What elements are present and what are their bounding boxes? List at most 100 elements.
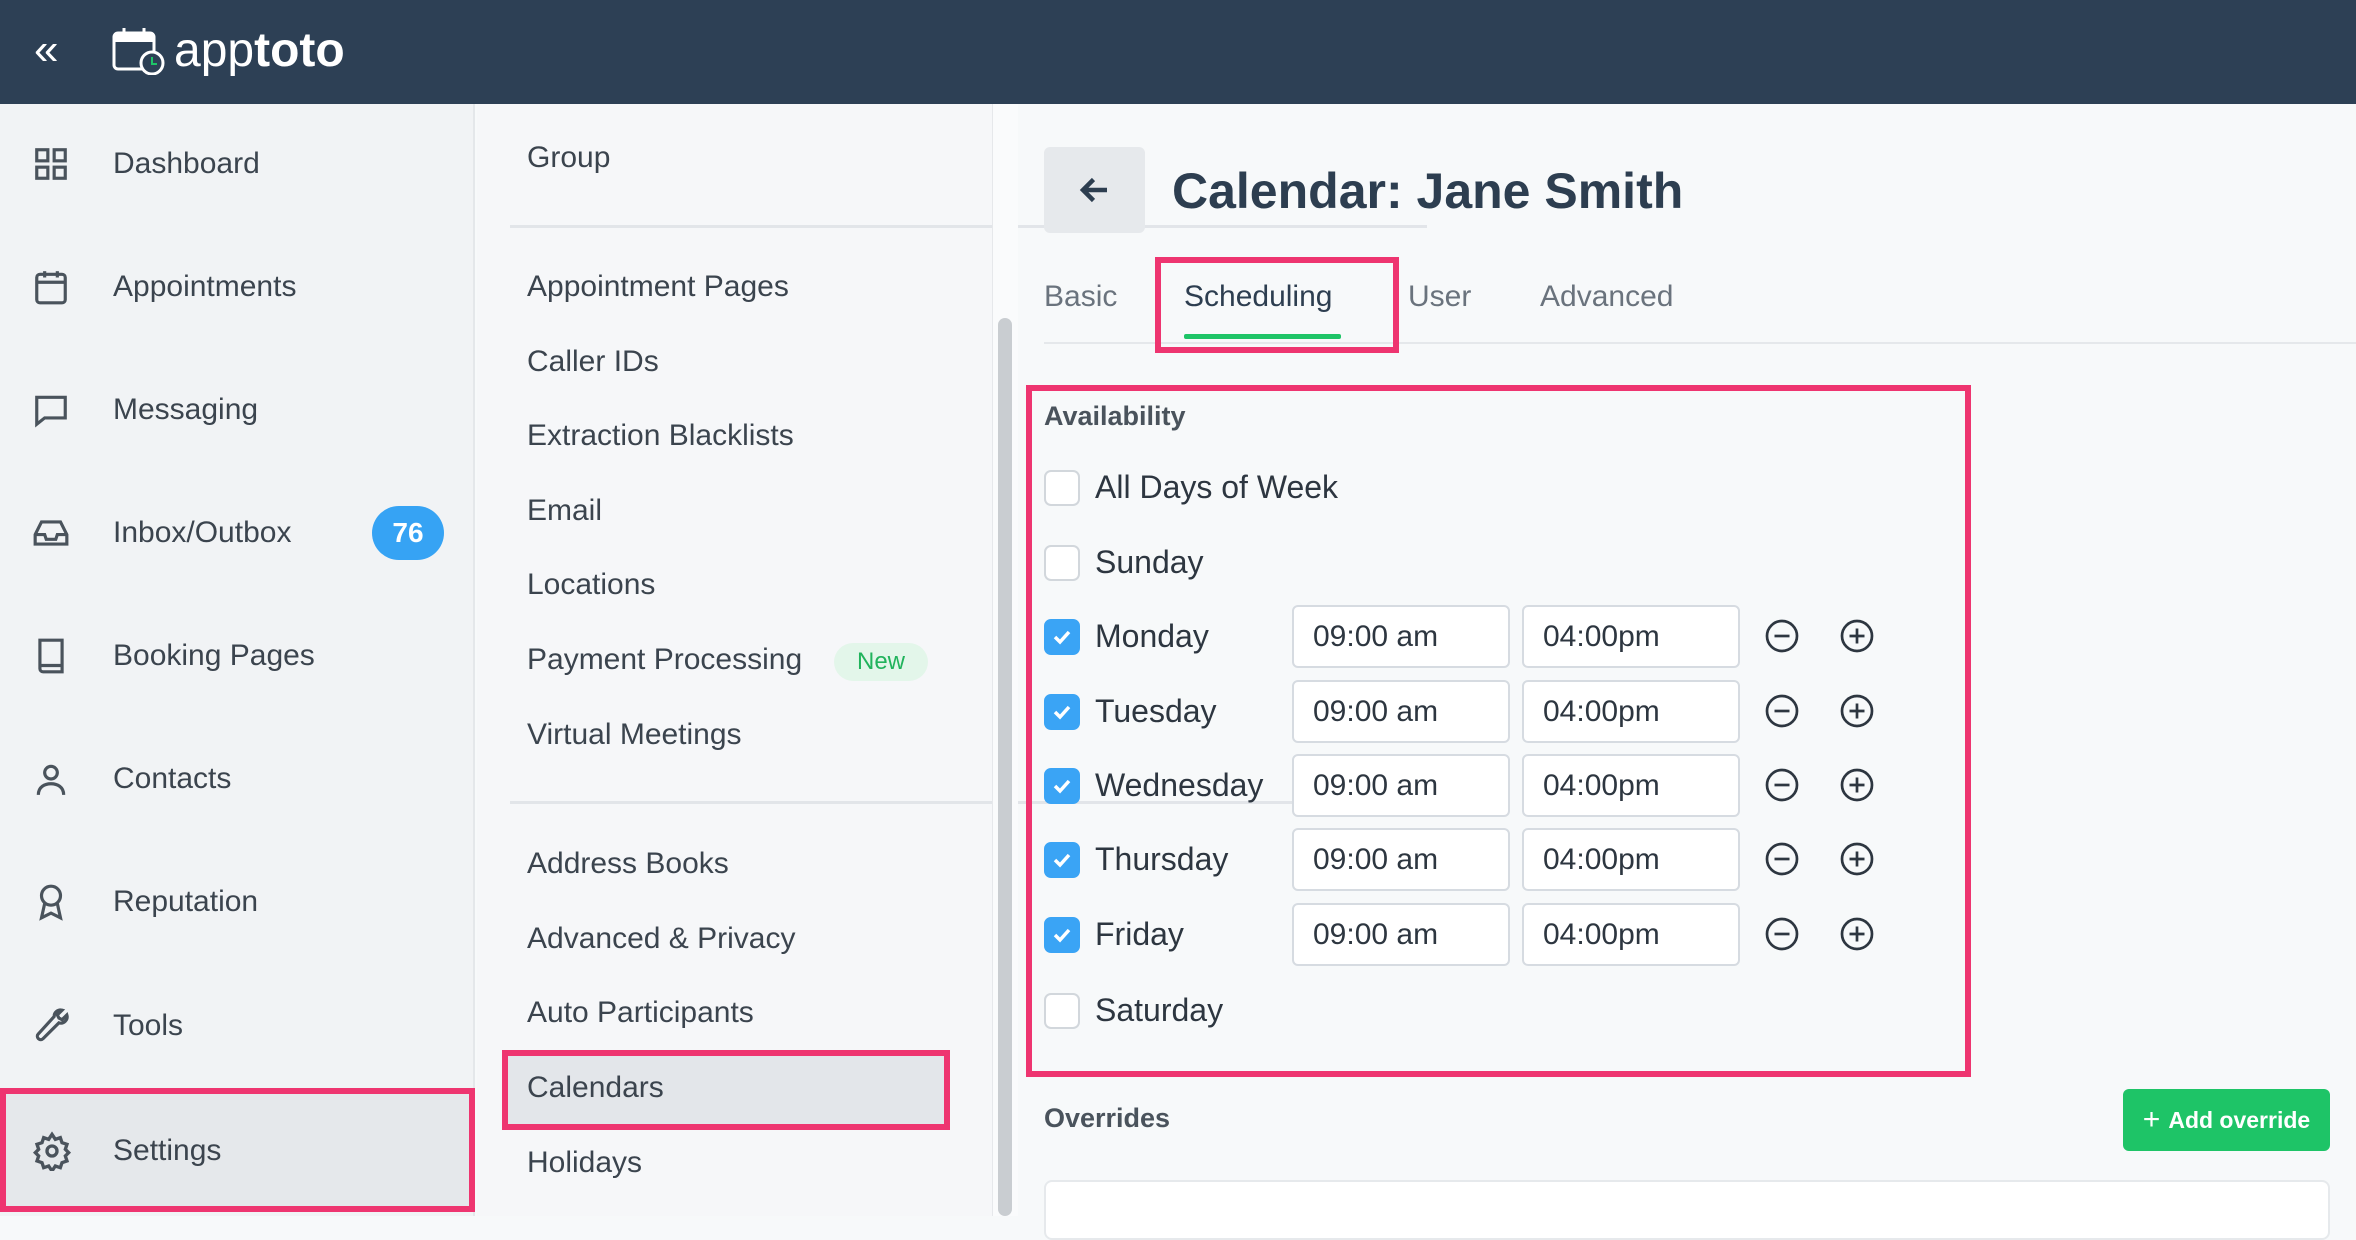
checkmark-icon	[1053, 779, 1071, 794]
subnav-item[interactable]: Email	[527, 494, 603, 527]
subnav-item-group[interactable]: Group	[527, 141, 611, 174]
subnav-item[interactable]: Virtual Meetings	[527, 718, 742, 751]
sidebar-item-messaging[interactable]: Messaging	[0, 360, 475, 460]
checkmark-icon	[1053, 630, 1071, 645]
page-title: Calendar: Jane Smith	[1172, 163, 1684, 219]
sidebar-item-dashboard[interactable]: Dashboard	[0, 114, 475, 214]
end-time-input[interactable]: 04:00pm	[1522, 605, 1740, 668]
divider	[510, 225, 1427, 228]
checkmark-icon	[1053, 928, 1071, 943]
add-circle-icon[interactable]	[1839, 916, 1875, 957]
overrides-heading: Overrides	[1044, 1103, 1171, 1133]
day-checkbox[interactable]	[1044, 916, 1080, 953]
end-time-input[interactable]: 04:00pm	[1522, 828, 1740, 891]
remove-circle-icon[interactable]	[1764, 618, 1800, 659]
calendar-icon	[35, 271, 67, 305]
sidebar-item-settings[interactable]: Settings	[0, 1089, 475, 1212]
gear-icon	[32, 1130, 72, 1171]
add-circle-icon[interactable]	[1839, 693, 1875, 734]
tab-scheduling[interactable]: Scheduling	[1184, 280, 1333, 313]
sidebar-item-label: Inbox/Outbox	[113, 516, 292, 549]
day-label: All Days of Week	[1095, 469, 1339, 505]
sidebar-item-inbox-outbox[interactable]: Inbox/Outbox 76	[0, 483, 475, 583]
calendar-clock-icon	[112, 28, 165, 75]
sidebar-item-label: Contacts	[113, 762, 232, 795]
add-circle-icon[interactable]	[1839, 767, 1875, 808]
day-checkbox[interactable]	[1044, 992, 1080, 1029]
day-row: Saturday	[1044, 979, 1223, 1042]
start-time-input[interactable]: 09:00 am	[1292, 903, 1510, 966]
add-circle-icon[interactable]	[1839, 618, 1875, 659]
highlight-calendars	[502, 1050, 950, 1130]
day-checkbox[interactable]	[1044, 841, 1080, 878]
availability-heading: Availability	[1044, 401, 1186, 431]
subnav-item[interactable]: Locations	[527, 568, 656, 601]
day-label: Saturday	[1095, 992, 1224, 1028]
active-tab-indicator	[1184, 334, 1341, 339]
start-time-input[interactable]: 09:00 am	[1292, 828, 1510, 891]
sidebar-item-tools[interactable]: Tools	[0, 976, 475, 1076]
remove-circle-icon[interactable]	[1764, 767, 1800, 808]
end-time-input[interactable]: 04:00pm	[1522, 754, 1740, 817]
day-label: Monday	[1095, 618, 1209, 654]
subnav-item[interactable]: Caller IDs	[527, 345, 659, 378]
arrow-left-icon	[1079, 177, 1107, 203]
subnav-item[interactable]: Advanced & Privacy	[527, 922, 796, 955]
chat-icon	[35, 395, 67, 428]
day-checkbox[interactable]	[1044, 767, 1080, 804]
overrides-list	[1044, 1180, 2330, 1240]
logo-bold: toto	[254, 24, 345, 77]
all-days-row: All Days of Week	[1044, 456, 1338, 519]
plus-icon: +	[2142, 1103, 2161, 1136]
add-circle-icon[interactable]	[1839, 841, 1875, 882]
checkmark-icon	[1053, 705, 1071, 720]
start-time-input[interactable]: 09:00 am	[1292, 754, 1510, 817]
user-icon	[36, 764, 66, 795]
remove-circle-icon[interactable]	[1764, 841, 1800, 882]
back-button[interactable]	[1044, 147, 1145, 233]
sidebar-item-label: Tools	[113, 1009, 184, 1042]
subnav-item[interactable]: Payment Processing	[527, 643, 803, 676]
top-bar: « apptoto	[0, 0, 2356, 104]
sidebar-item-label: Appointments	[113, 270, 297, 303]
wrench-icon	[35, 1008, 69, 1042]
sidebar-item-label: Dashboard	[113, 147, 260, 180]
tab-basic[interactable]: Basic	[1044, 280, 1118, 313]
day-checkbox[interactable]	[1044, 618, 1080, 655]
subnav-item[interactable]: Extraction Blacklists	[527, 419, 794, 452]
day-label: Tuesday	[1095, 693, 1217, 729]
add-override-button[interactable]: + Add override	[2123, 1089, 2330, 1151]
remove-circle-icon[interactable]	[1764, 693, 1800, 734]
subnav-item-calendars[interactable]: Calendars	[527, 1071, 664, 1104]
day-checkbox[interactable]	[1044, 544, 1080, 581]
sidebar-item-contacts[interactable]: Contacts	[0, 729, 475, 829]
end-time-input[interactable]: 04:00pm	[1522, 680, 1740, 743]
start-time-input[interactable]: 09:00 am	[1292, 605, 1510, 668]
tab-user[interactable]: User	[1408, 280, 1472, 313]
double-chevron-left-icon[interactable]: «	[34, 25, 59, 74]
highlight-availability	[1026, 385, 1971, 1077]
divider	[510, 801, 1427, 804]
remove-circle-icon[interactable]	[1764, 916, 1800, 957]
day-row: Friday 09:00 am 04:00pm	[1044, 903, 1874, 966]
all-days-checkbox[interactable]	[1044, 469, 1080, 506]
subnav-item[interactable]: Appointment Pages	[527, 270, 789, 303]
sidebar-item-booking-pages[interactable]: Booking Pages	[0, 606, 475, 706]
new-badge: New	[834, 643, 928, 681]
sidebar-item-reputation[interactable]: Reputation	[0, 852, 475, 952]
logo-regular: app	[174, 24, 255, 77]
start-time-input[interactable]: 09:00 am	[1292, 680, 1510, 743]
sidebar-item-appointments[interactable]: Appointments	[0, 237, 475, 337]
subnav-item[interactable]: Holidays	[527, 1146, 643, 1179]
subnav-item[interactable]: Address Books	[527, 847, 729, 880]
subnav-item[interactable]: Auto Participants	[527, 996, 754, 1029]
sidebar-item-label: Booking Pages	[113, 639, 315, 672]
end-time-input[interactable]: 04:00pm	[1522, 903, 1740, 966]
scrollbar-thumb[interactable]	[998, 318, 1012, 1216]
day-label: Friday	[1095, 916, 1184, 952]
day-checkbox[interactable]	[1044, 693, 1080, 730]
day-label: Thursday	[1095, 841, 1229, 877]
tab-advanced[interactable]: Advanced	[1540, 280, 1674, 313]
day-row: Sunday	[1044, 531, 1204, 594]
apptoto-logo[interactable]: apptoto	[112, 24, 345, 78]
